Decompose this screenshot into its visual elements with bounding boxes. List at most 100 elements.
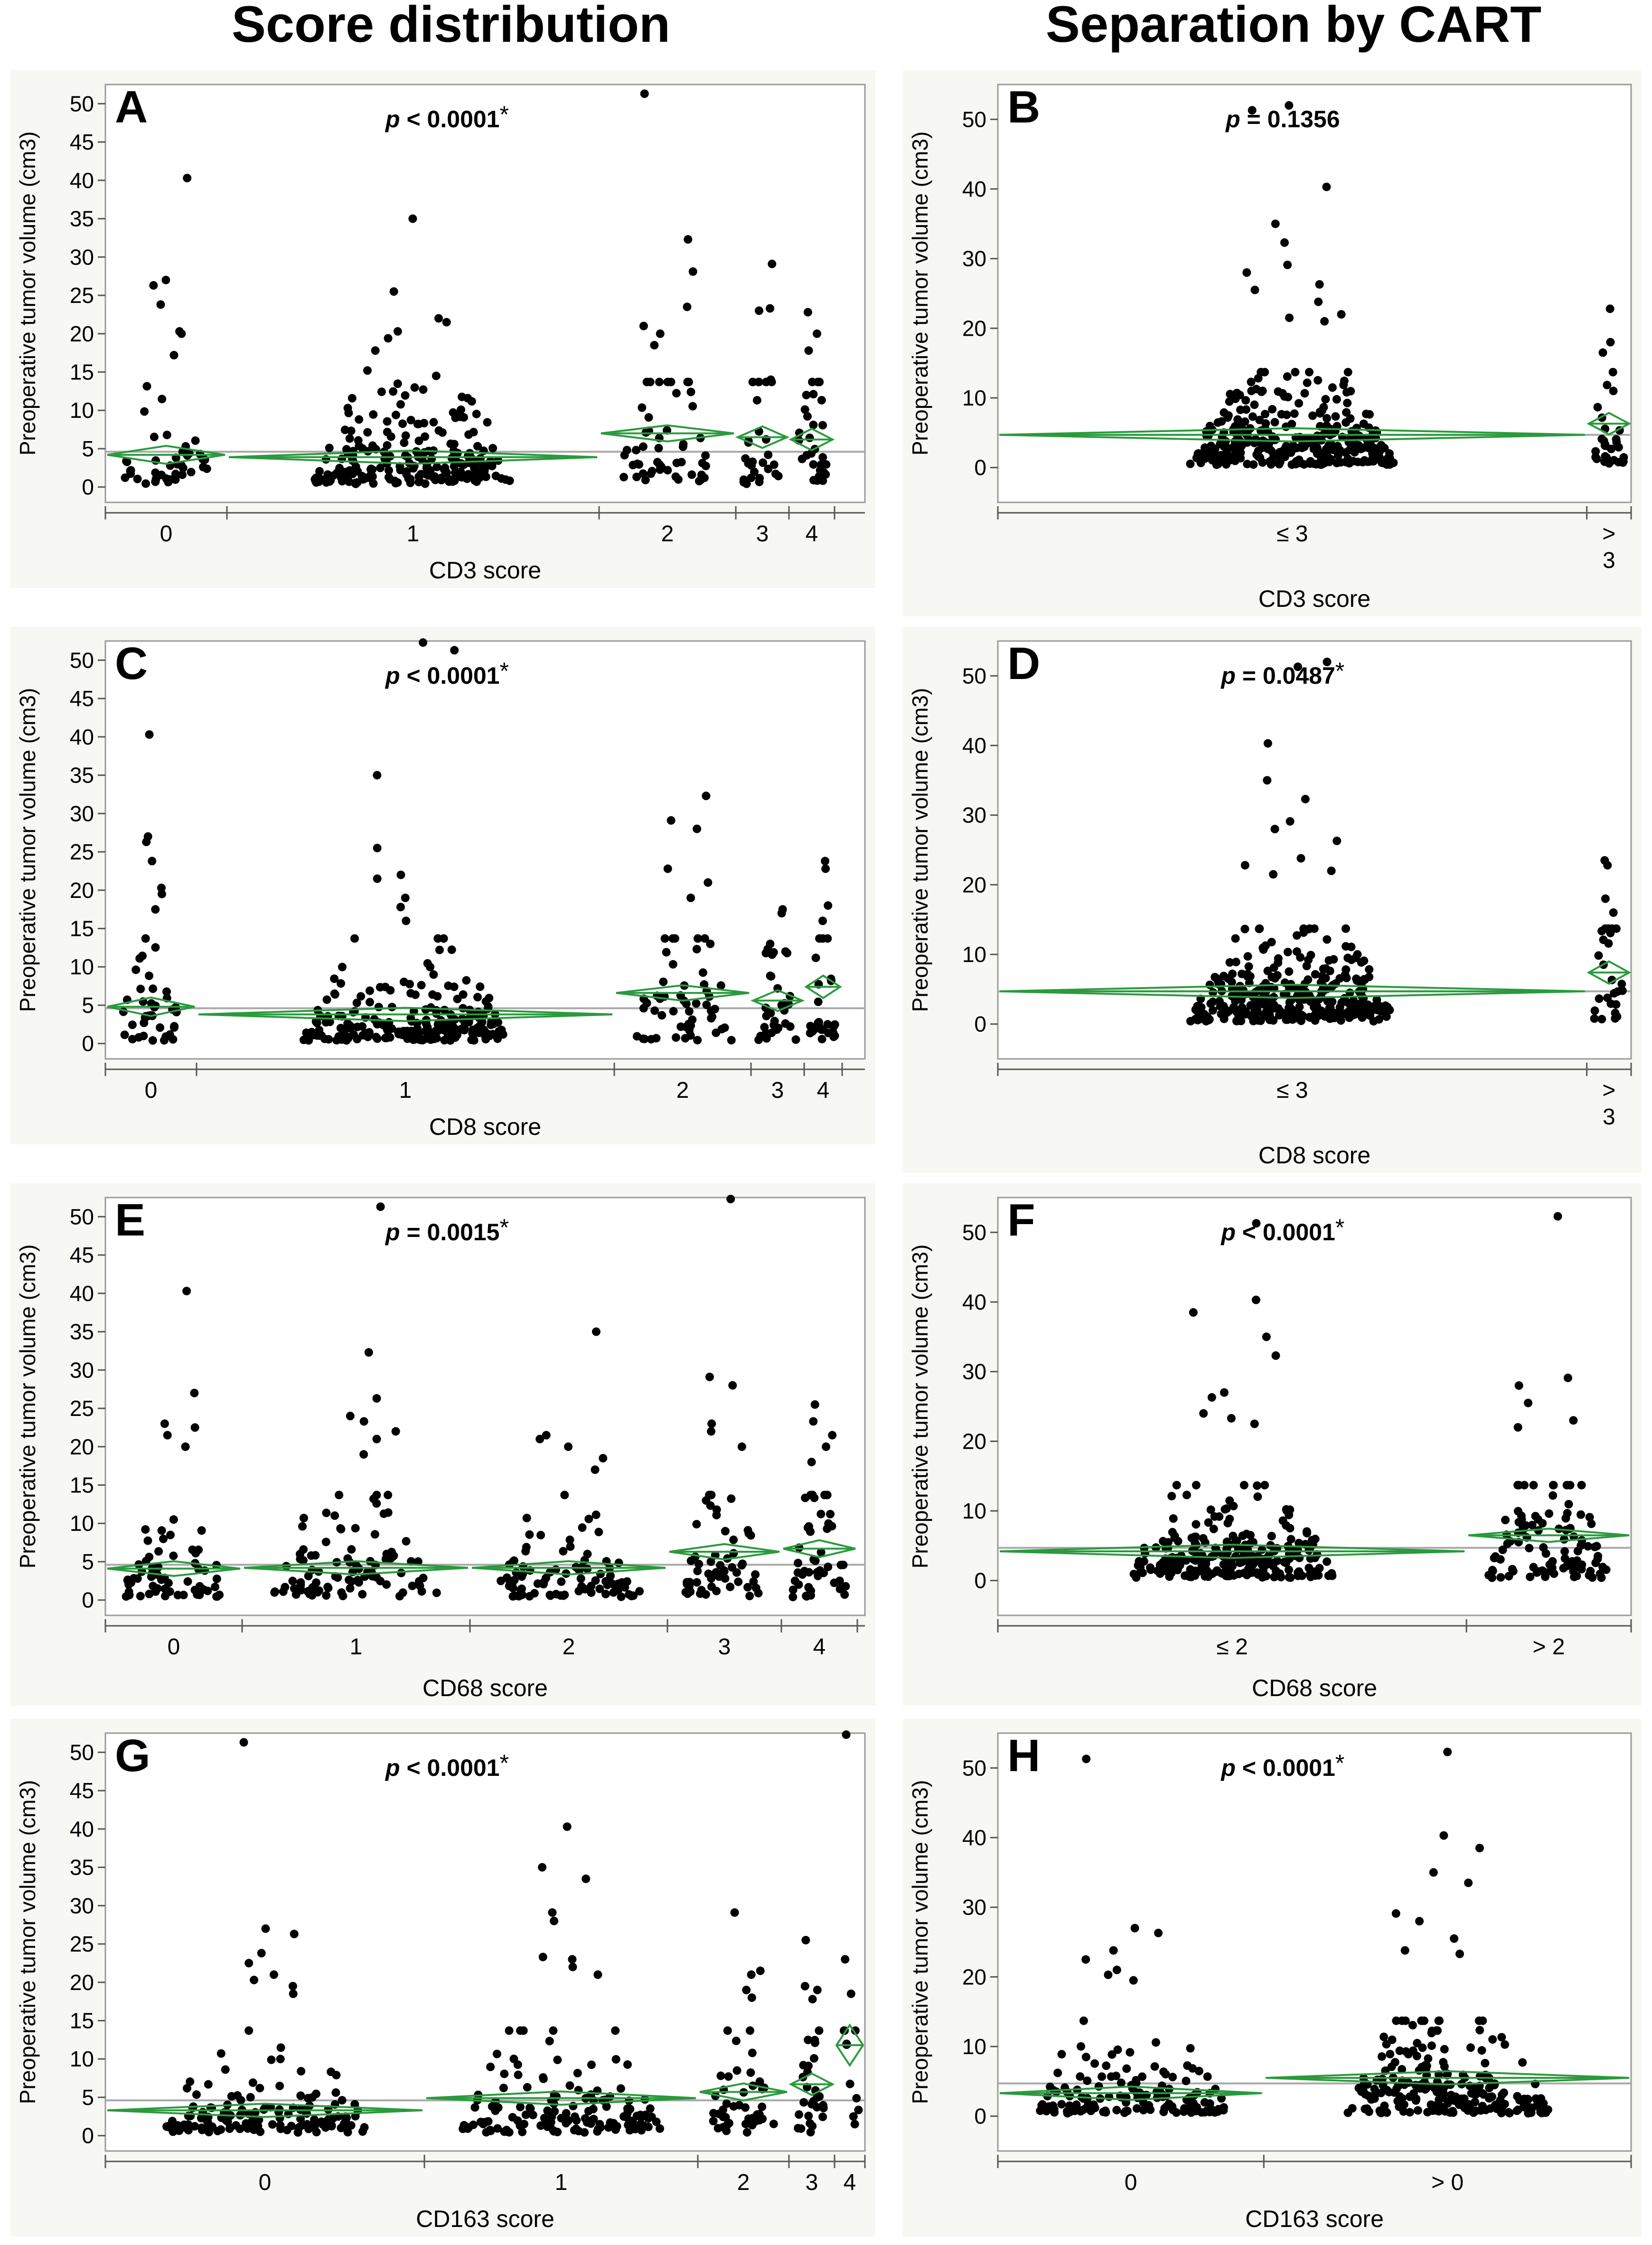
- data-point: [1382, 2040, 1391, 2049]
- data-point: [1514, 1381, 1523, 1390]
- data-point: [794, 1558, 803, 1567]
- data-point: [1197, 1561, 1206, 1570]
- data-point: [225, 2124, 234, 2133]
- data-point: [582, 2118, 591, 2127]
- data-point: [1417, 2016, 1426, 2025]
- data-point: [746, 2068, 755, 2077]
- data-point: [169, 1515, 178, 1524]
- data-point: [358, 2127, 367, 2136]
- data-point: [1361, 1009, 1370, 1018]
- data-point: [1217, 417, 1226, 426]
- data-point: [1183, 2061, 1192, 2070]
- data-point: [1219, 1560, 1228, 1569]
- data-point: [623, 2060, 632, 2069]
- data-point: [1262, 1332, 1271, 1341]
- data-point: [663, 864, 672, 873]
- data-point: [426, 962, 435, 972]
- data-point: [1154, 1928, 1163, 1937]
- data-point: [197, 2113, 206, 2122]
- data-point: [1427, 2041, 1436, 2050]
- data-point: [1223, 413, 1232, 422]
- data-point: [686, 387, 695, 396]
- data-point: [1290, 409, 1299, 418]
- data-point: [212, 1592, 221, 1601]
- x-tick-label: 1: [555, 2170, 568, 2195]
- y-tick-label: 0: [82, 475, 94, 500]
- data-point: [684, 235, 693, 244]
- data-point: [683, 377, 692, 387]
- data-point: [450, 646, 459, 655]
- data-point: [1520, 2094, 1529, 2104]
- data-point: [1234, 1569, 1243, 1578]
- data-point: [1359, 998, 1368, 1007]
- data-point: [383, 441, 392, 450]
- data-point: [385, 1025, 394, 1034]
- data-point: [373, 771, 382, 780]
- data-point: [197, 2123, 206, 2132]
- data-point: [766, 939, 775, 948]
- data-point: [1613, 1012, 1622, 1021]
- data-point: [1205, 450, 1214, 459]
- panel-H: 0 10 20 30 40 50 Preoperative tumor volume (cm…: [903, 1719, 1642, 2236]
- data-point: [774, 472, 783, 481]
- data-point: [1275, 1009, 1284, 1018]
- data-point: [126, 469, 135, 478]
- data-point: [1254, 1570, 1263, 1579]
- data-point: [823, 1020, 832, 1029]
- data-point: [1207, 1393, 1216, 1402]
- data-point: [177, 329, 186, 338]
- data-point: [620, 1583, 629, 1592]
- data-point: [817, 1509, 826, 1519]
- data-point: [566, 1542, 575, 1551]
- data-point: [1256, 1554, 1265, 1563]
- y-tick-label: 30: [70, 1358, 94, 1382]
- data-point: [445, 477, 454, 486]
- data-point: [1590, 1014, 1599, 1023]
- data-point: [1424, 2054, 1433, 2063]
- data-point: [1314, 297, 1323, 306]
- data-point: [1243, 460, 1252, 469]
- data-point: [824, 1562, 833, 1571]
- data-point: [343, 1019, 352, 1028]
- data-point: [417, 1587, 426, 1596]
- data-point: [483, 418, 492, 427]
- data-point: [777, 909, 786, 918]
- data-point: [333, 469, 342, 478]
- data-point: [1360, 975, 1369, 984]
- data-point: [140, 407, 149, 416]
- data-point: [1129, 1976, 1138, 1985]
- data-point: [1169, 1514, 1178, 1523]
- data-point: [151, 943, 160, 952]
- x-tick-label: 3: [771, 1078, 784, 1103]
- data-point: [1534, 1526, 1543, 1535]
- data-point: [620, 472, 629, 481]
- data-point: [473, 993, 482, 1002]
- data-point: [668, 934, 677, 943]
- data-point: [814, 1571, 823, 1580]
- data-point: [332, 2071, 341, 2080]
- panel-letter: F: [1007, 1195, 1035, 1245]
- data-point: [568, 1962, 577, 1971]
- data-point: [464, 470, 473, 479]
- data-point: [712, 1568, 721, 1577]
- data-point: [1076, 2042, 1085, 2051]
- y-tick-label: 20: [70, 321, 94, 346]
- data-point: [1313, 443, 1322, 452]
- data-point: [1324, 956, 1333, 965]
- data-point: [165, 1587, 174, 1596]
- data-point: [1283, 372, 1292, 381]
- data-point: [1293, 662, 1302, 671]
- data-point: [1237, 1017, 1246, 1026]
- data-point: [1267, 1532, 1276, 1541]
- data-point: [751, 1584, 760, 1593]
- data-point: [1378, 2075, 1387, 2084]
- data-point: [406, 474, 415, 483]
- data-point: [363, 366, 372, 375]
- data-point: [548, 1908, 557, 1917]
- data-point: [1474, 2016, 1483, 2025]
- data-point: [1098, 2072, 1107, 2081]
- data-point: [363, 1032, 372, 1041]
- data-point: [270, 1588, 279, 1597]
- data-point: [451, 413, 460, 422]
